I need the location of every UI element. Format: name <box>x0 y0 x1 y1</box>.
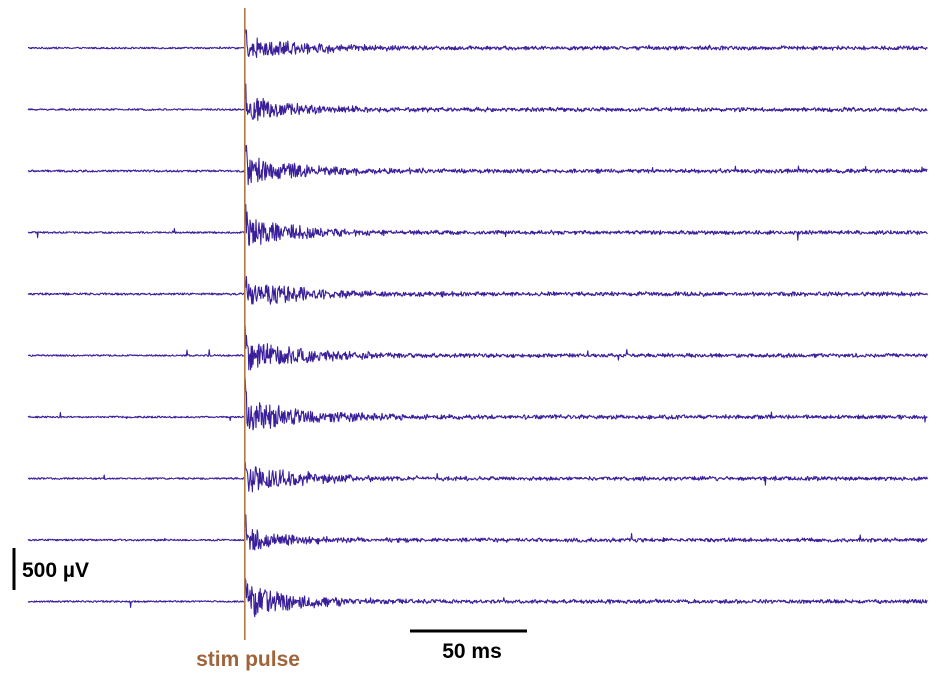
stim-pulse-label: stim pulse <box>196 648 300 671</box>
trace-5 <box>27 275 928 305</box>
trace-4 <box>27 204 928 246</box>
trace-1 <box>28 28 928 58</box>
trace-9 <box>27 514 928 551</box>
trace-10 <box>27 577 928 618</box>
trace-8 <box>27 461 928 493</box>
trace-3 <box>27 144 928 186</box>
trace-2 <box>27 83 928 121</box>
trace-group <box>27 28 928 618</box>
trace-6 <box>27 325 928 371</box>
time-scale-label: 50 ms <box>442 640 502 663</box>
voltage-scale-label: 500 µV <box>22 559 89 582</box>
trace-7 <box>27 378 928 431</box>
